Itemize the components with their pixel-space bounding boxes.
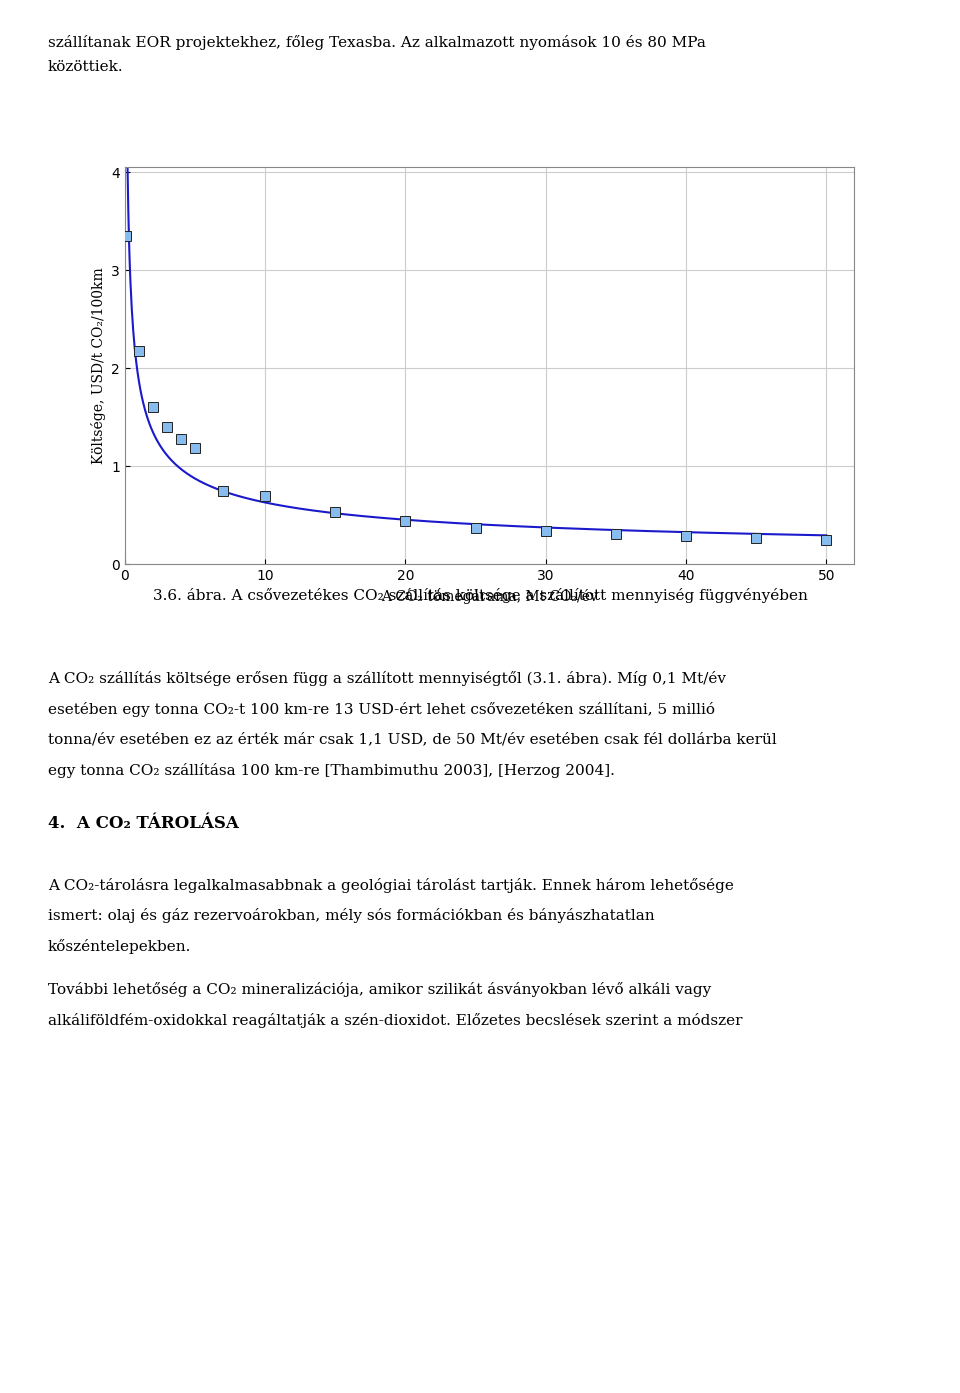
Text: szállítanak EOR projektekhez, főleg Texasba. Az alkalmazott nyomások 10 és 80 MP: szállítanak EOR projektekhez, főleg Texa…: [48, 35, 706, 50]
X-axis label: A CO₂ tömegárama, Mt CO₂/év: A CO₂ tömegárama, Mt CO₂/év: [381, 589, 598, 603]
Text: közöttiek.: közöttiek.: [48, 60, 124, 74]
Text: További lehetőség a CO₂ mineralizációja, amikor szilikát ásványokban lévő alkáli: További lehetőség a CO₂ mineralizációja,…: [48, 982, 711, 997]
Y-axis label: Költsége, USD/t CO₂/100km: Költsége, USD/t CO₂/100km: [90, 267, 106, 464]
Text: esetében egy tonna CO₂-t 100 km-re 13 USD-ért lehet csővezetéken szállítani, 5 m: esetében egy tonna CO₂-t 100 km-re 13 US…: [48, 702, 715, 717]
Text: tonna/év esetében ez az érték már csak 1,1 USD, de 50 Mt/év esetében csak fél do: tonna/év esetében ez az érték már csak 1…: [48, 733, 777, 747]
Text: 3.6. ábra. A csővezetékes CO₂ szállítás költsége a szállított mennyiség függvény: 3.6. ábra. A csővezetékes CO₂ szállítás …: [153, 588, 807, 603]
Text: ismert: olaj és gáz rezervoárokban, mély sós formációkban és bányászhatatlan: ismert: olaj és gáz rezervoárokban, mély…: [48, 908, 655, 924]
Text: kőszéntelepekben.: kőszéntelepekben.: [48, 939, 191, 954]
Text: egy tonna CO₂ szállítása 100 km-re [Thambimuthu 2003], [Herzog 2004].: egy tonna CO₂ szállítása 100 km-re [Tham…: [48, 763, 614, 779]
Text: A CO₂ szállítás költsége erősen függ a szállított mennyiségtől (3.1. ábra). Míg : A CO₂ szállítás költsége erősen függ a s…: [48, 671, 726, 687]
Text: A CO₂-tárolásra legalkalmasabbnak a geológiai tárolást tartják. Ennek három lehe: A CO₂-tárolásra legalkalmasabbnak a geol…: [48, 878, 733, 893]
Text: alkáliföldfém-oxidokkal reagáltatják a szén-dioxidot. Előzetes becslések szerint: alkáliföldfém-oxidokkal reagáltatják a s…: [48, 1013, 742, 1028]
Text: 4.  A CO₂ TÁROLÁSA: 4. A CO₂ TÁROLÁSA: [48, 815, 239, 832]
